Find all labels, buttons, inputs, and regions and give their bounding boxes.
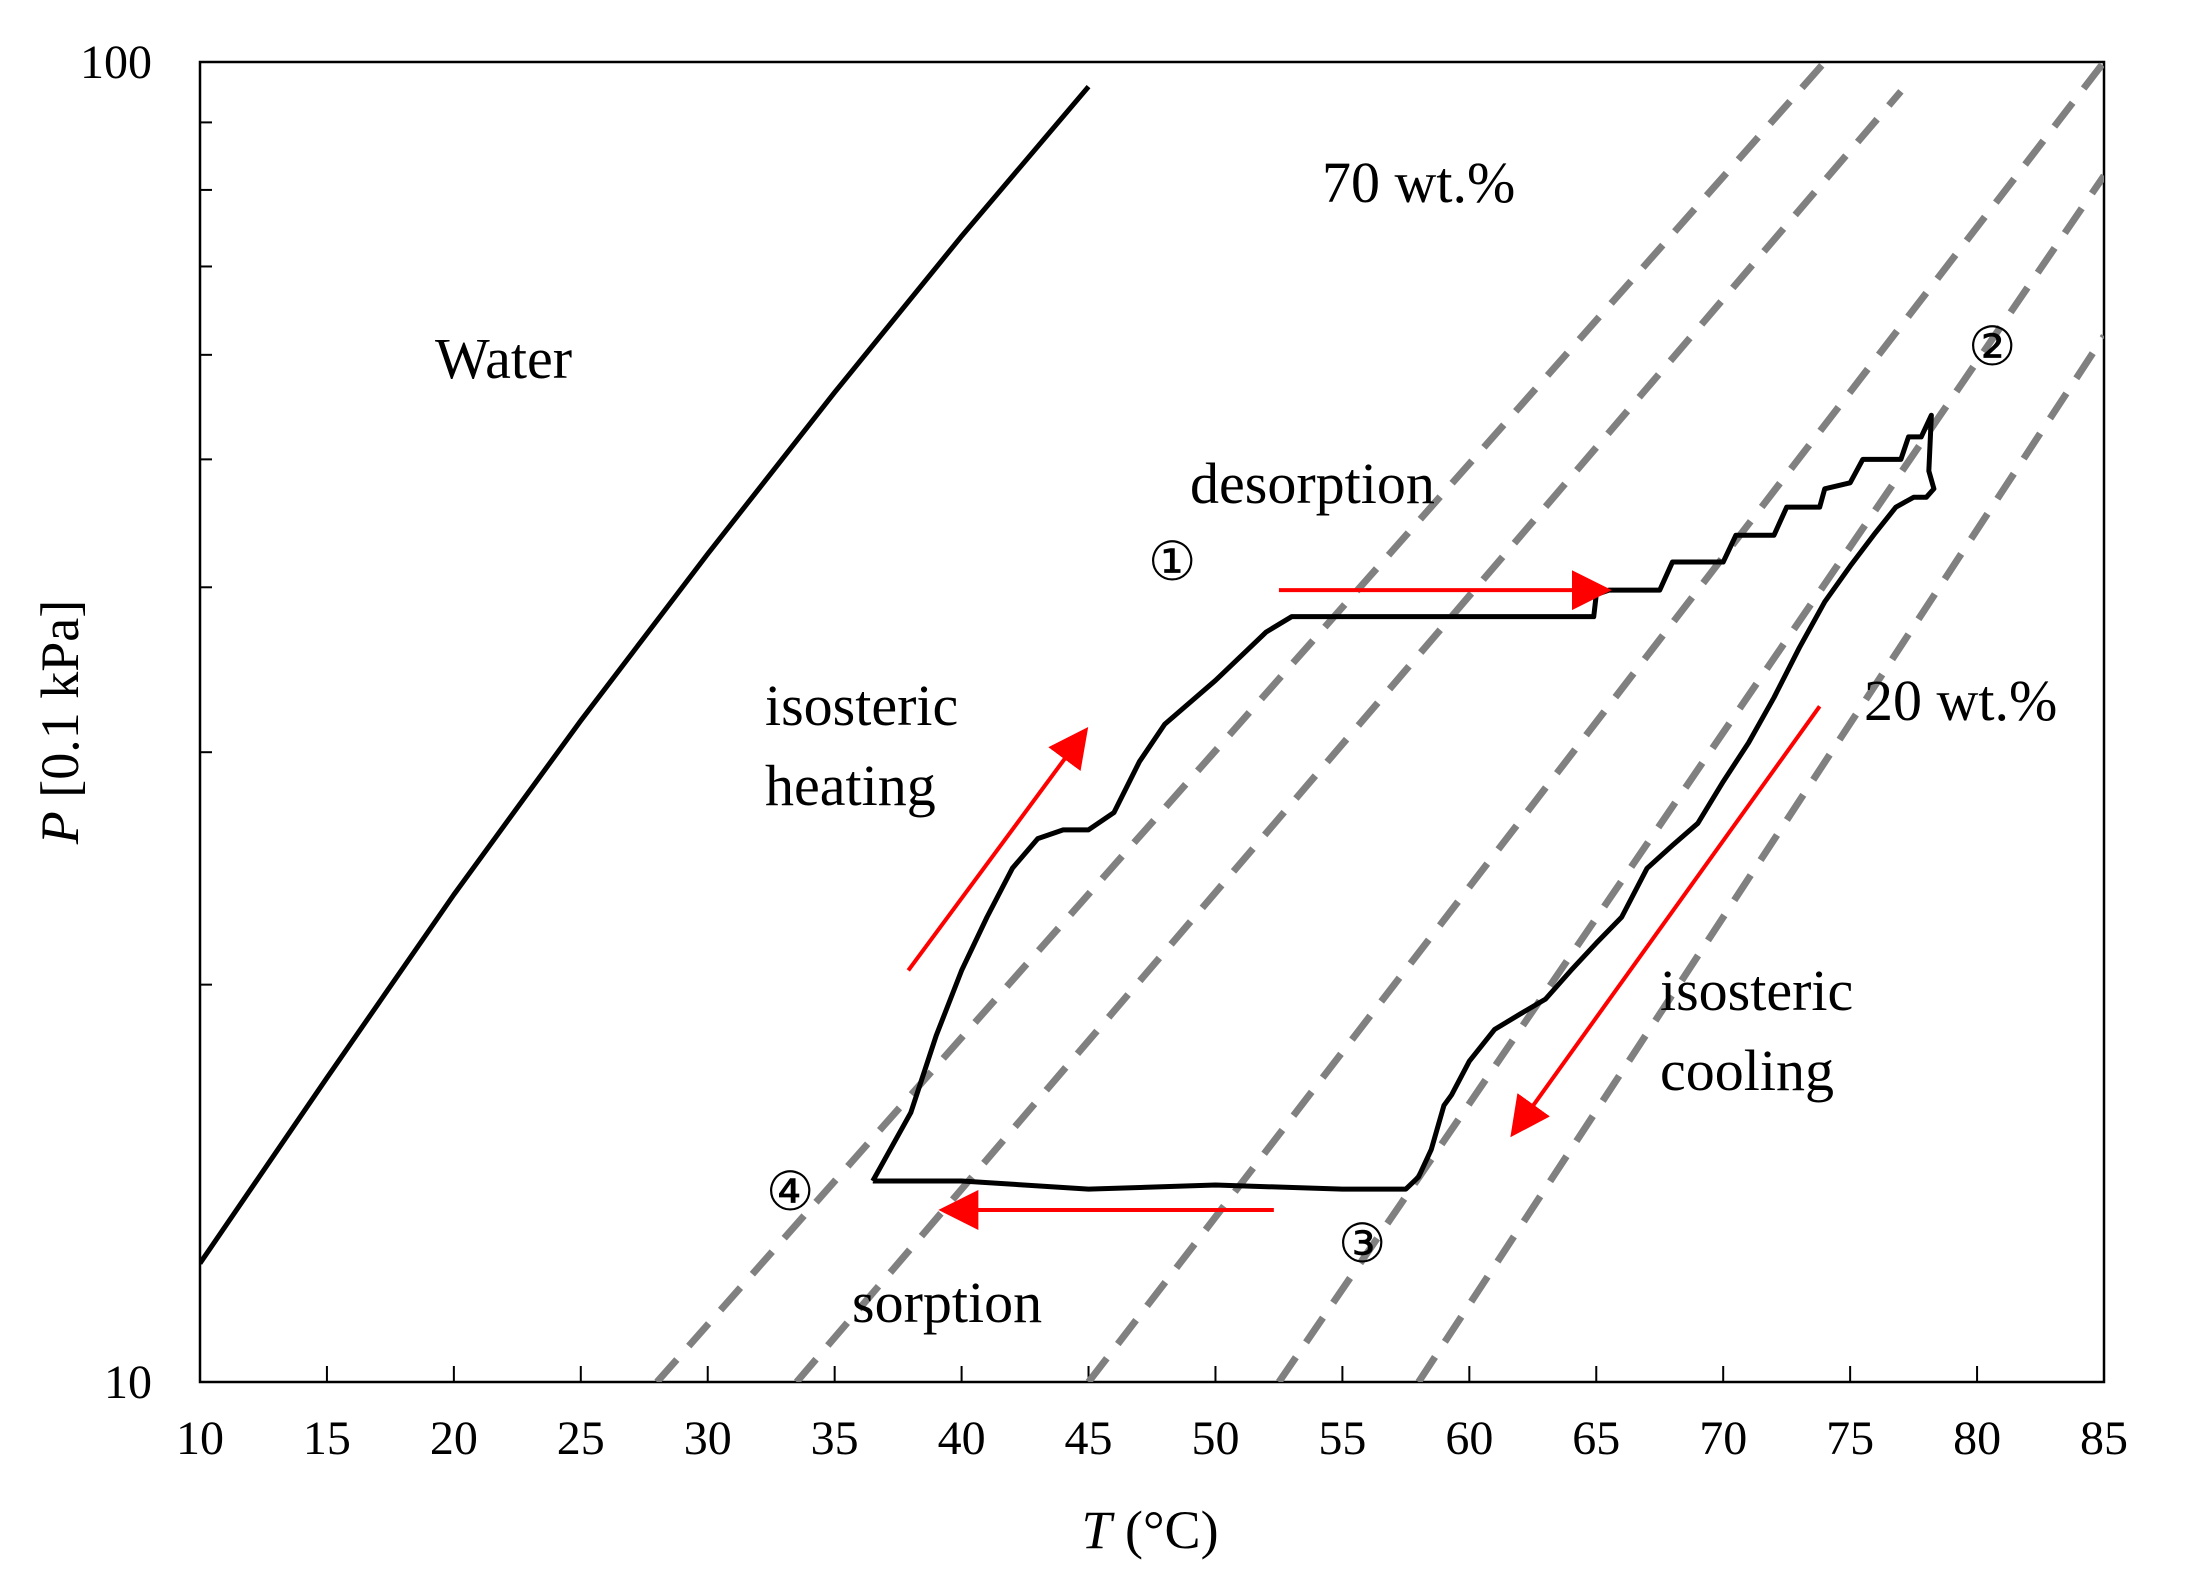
sorption-cycle-path bbox=[870, 412, 1937, 1192]
point-4-label: ④ bbox=[766, 1162, 814, 1222]
y-tick-label: 100 bbox=[80, 36, 152, 89]
water-saturation-curve bbox=[200, 84, 1091, 1265]
x-tick-label: 30 bbox=[684, 1412, 732, 1465]
x-tick-label: 15 bbox=[303, 1412, 351, 1465]
x-tick-label: 80 bbox=[1953, 1412, 2001, 1465]
annotation-isosteric-heating-line2: heating bbox=[765, 753, 936, 818]
isostere-line-5 bbox=[1415, 334, 2104, 1382]
annotation-isosteric-heating-line1: isosteric bbox=[765, 673, 958, 738]
x-tick-label: 40 bbox=[938, 1412, 986, 1465]
annotation-sorption: sorption bbox=[852, 1270, 1042, 1335]
x-tick-label: 45 bbox=[1065, 1412, 1113, 1465]
isostere-line-1 bbox=[654, 62, 1828, 1382]
x-tick-label: 60 bbox=[1445, 1412, 1493, 1465]
annotation-water: Water bbox=[435, 326, 572, 391]
x-tick-label: 70 bbox=[1699, 1412, 1747, 1465]
point-2-label: ② bbox=[1968, 317, 2016, 377]
x-tick-label: 25 bbox=[557, 1412, 605, 1465]
x-tick-label: 55 bbox=[1318, 1412, 1366, 1465]
x-axis-ticks: 10 15 20 25 30 35 40 45 50 55 60 65 70 75 80 85 bbox=[176, 1366, 2128, 1465]
y-axis-title: P [0.1 kPa] bbox=[30, 600, 90, 845]
cooling-arrow bbox=[1510, 705, 1822, 1138]
isostere-line-2 bbox=[793, 89, 1904, 1382]
x-tick-label: 20 bbox=[430, 1412, 478, 1465]
point-1-label: ① bbox=[1148, 532, 1196, 592]
x-tick-label: 75 bbox=[1826, 1412, 1874, 1465]
annotation-20-wt: 20 wt.% bbox=[1864, 668, 2057, 733]
heating-arrow bbox=[906, 726, 1089, 972]
cycle-layer bbox=[870, 412, 1937, 1192]
x-axis-title: T (°C) bbox=[1081, 1500, 1218, 1560]
water-curve-layer bbox=[200, 84, 1091, 1265]
arrow-layer bbox=[906, 570, 1822, 1230]
annotation-70-wt: 70 wt.% bbox=[1322, 150, 1515, 215]
x-tick-label: 85 bbox=[2080, 1412, 2128, 1465]
y-tick-label: 10 bbox=[104, 1356, 152, 1409]
x-tick-label: 50 bbox=[1191, 1412, 1239, 1465]
x-tick-label: 65 bbox=[1572, 1412, 1620, 1465]
annotation-isosteric-cooling-line1: isosteric bbox=[1660, 958, 1853, 1023]
isostere-lines bbox=[654, 62, 2104, 1382]
isostere-line-3 bbox=[1085, 62, 2104, 1382]
x-tick-label: 10 bbox=[176, 1412, 224, 1465]
annotation-desorption: desorption bbox=[1190, 451, 1435, 516]
annotation-isosteric-cooling-line2: cooling bbox=[1660, 1038, 1834, 1103]
point-3-label: ③ bbox=[1338, 1214, 1386, 1274]
plot-frame bbox=[198, 60, 2106, 1384]
y-axis-ticks: 10 100 bbox=[80, 36, 216, 1409]
x-tick-label: 35 bbox=[811, 1412, 859, 1465]
